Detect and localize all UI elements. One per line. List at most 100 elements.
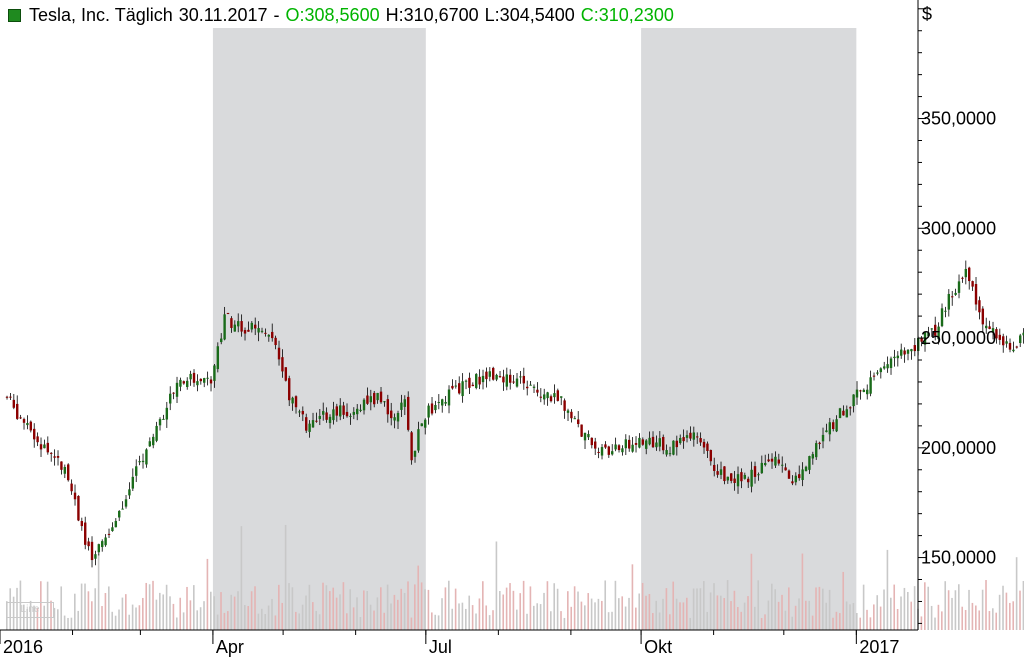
candle-up [658, 438, 662, 447]
volume-bar [655, 600, 658, 630]
candle-up [121, 508, 124, 510]
candle-down [607, 446, 611, 455]
volume-bar [339, 594, 341, 630]
volume-bars [6, 524, 1024, 630]
candle-up [101, 541, 104, 548]
candle-up [801, 469, 804, 481]
volume-bar [788, 587, 790, 630]
volume-bar [567, 591, 569, 630]
volume-bar [220, 592, 222, 630]
candle-down [580, 424, 583, 437]
y-tick-label: 250,0000 [921, 328, 996, 348]
volume-bar [550, 611, 552, 630]
volume-bar [509, 583, 511, 630]
candle-up [417, 429, 420, 451]
candle-up [726, 476, 730, 481]
volume-bar [94, 588, 97, 630]
volume-bar [325, 585, 328, 630]
volume-bar [740, 611, 743, 630]
volume-bar [60, 586, 63, 630]
candle-up [328, 416, 332, 423]
volume-bar [839, 613, 841, 630]
volume-bar [590, 598, 593, 630]
candle-up [587, 434, 590, 438]
candle-down [70, 483, 73, 492]
candle-up [311, 420, 315, 428]
volume-bar [981, 589, 984, 630]
volume-bar [842, 571, 845, 630]
candle-down [730, 473, 733, 481]
volume-bar [131, 604, 134, 630]
volume-bar [203, 601, 205, 630]
candle-down [651, 436, 655, 448]
volume-bar [342, 582, 345, 630]
candle-up [186, 380, 189, 387]
volume-bar [771, 583, 773, 630]
volume-bar [111, 611, 114, 630]
volume-bar [628, 597, 630, 630]
volume-bar [376, 597, 379, 630]
candle-up [437, 402, 441, 404]
candle-down [570, 411, 573, 419]
volume-bar [818, 586, 821, 630]
candle-up [148, 441, 152, 447]
candle-down [192, 372, 196, 383]
candle-up [600, 447, 604, 456]
candle-down [22, 419, 26, 423]
volume-bar [832, 617, 834, 630]
candle-up [495, 374, 498, 380]
volume-bar [366, 591, 369, 630]
volume-bar [733, 590, 736, 630]
candle-down [702, 441, 706, 448]
volume-bar [67, 617, 69, 630]
volume-bar [427, 589, 430, 630]
volume-bar [176, 617, 178, 630]
volume-bar [791, 616, 794, 630]
info-high: H:310,6700 [385, 4, 479, 25]
candle-up [152, 436, 155, 446]
volume-bar [254, 586, 256, 630]
volume-bar [890, 597, 892, 630]
volume-bar [1019, 590, 1021, 630]
candle-up [318, 415, 322, 419]
volume-bar [716, 595, 719, 630]
volume-bar [403, 592, 406, 630]
volume-bar [284, 524, 287, 630]
candle-down [526, 386, 529, 389]
info-date: 30.11.2017 [178, 4, 268, 25]
volume-bar [101, 606, 103, 630]
volume-bar [478, 598, 481, 630]
volume-bar [172, 603, 175, 630]
volume-bar [288, 583, 290, 630]
candle-up [454, 385, 458, 387]
volume-bar [669, 614, 671, 630]
volume-bar [618, 598, 620, 630]
volume-bar [223, 612, 226, 630]
candle-down [641, 439, 645, 445]
candle-down [787, 470, 791, 479]
volume-bar [828, 589, 831, 630]
candle-up [131, 476, 135, 489]
volume-bar [128, 614, 131, 630]
volume-bar [893, 584, 896, 630]
volume-bar [346, 613, 348, 630]
volume-bar [631, 564, 634, 630]
candle-up [543, 394, 546, 400]
candle-up [736, 474, 740, 487]
volume-bar [420, 582, 423, 630]
volume-bar [390, 603, 392, 630]
volume-bar [16, 587, 18, 630]
candle-up [893, 356, 896, 359]
candle-up [118, 511, 121, 518]
candle-down [230, 318, 233, 328]
volume-bar [118, 609, 120, 630]
volume-bar [482, 581, 484, 630]
volume-bar [635, 607, 637, 630]
candle-down [961, 277, 964, 279]
candle-up [403, 399, 407, 407]
candle-down [556, 390, 560, 401]
volume-bar [723, 597, 726, 630]
volume-bar [794, 605, 797, 630]
volume-bar [699, 588, 702, 630]
